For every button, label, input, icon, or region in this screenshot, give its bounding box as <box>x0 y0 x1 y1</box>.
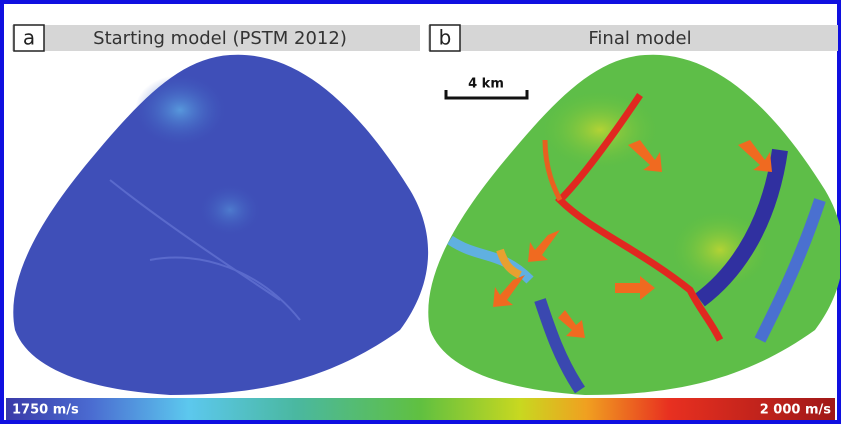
scale-bar-label: 4 km <box>468 77 504 92</box>
figure: a Starting model (PSTM 2012) b Final mod… <box>0 0 841 424</box>
colorbar-max-label: 2 000 m/s <box>760 403 832 418</box>
colorbar <box>6 398 835 420</box>
velocity-map <box>13 55 428 395</box>
panel-label: b <box>439 26 452 50</box>
panel-title: Final model <box>588 28 691 49</box>
colorbar-min-label: 1750 m/s <box>12 403 79 418</box>
panel-title: Starting model (PSTM 2012) <box>93 28 347 49</box>
velocity-map <box>420 50 840 400</box>
panel-label: a <box>23 26 35 50</box>
